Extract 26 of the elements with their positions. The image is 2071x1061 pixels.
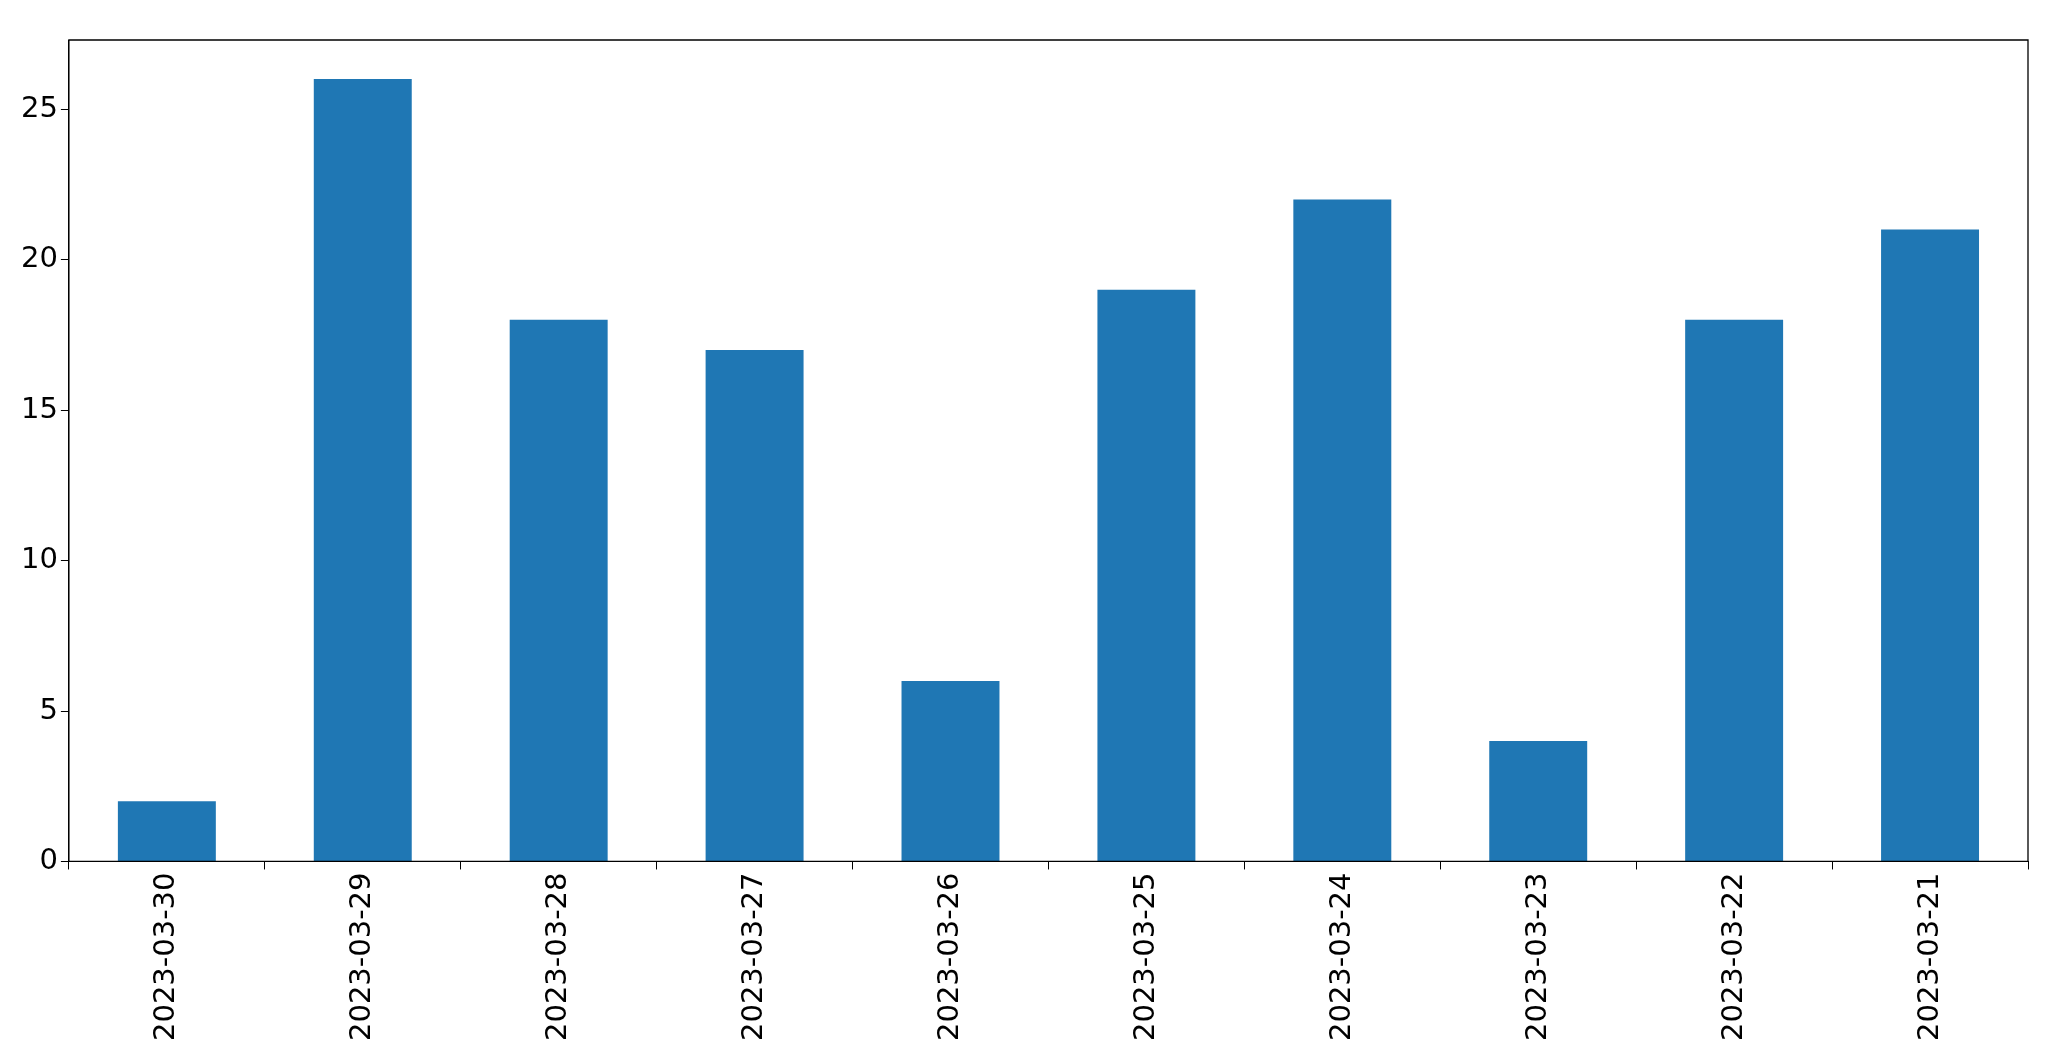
x-tick-label: 2023-03-30 <box>147 872 182 1042</box>
y-tick-label: 15 <box>21 390 58 425</box>
x-tick-label: 2023-03-27 <box>735 872 770 1042</box>
bar <box>313 79 412 861</box>
bar <box>1097 289 1196 861</box>
x-tick-label: 2023-03-29 <box>343 872 378 1042</box>
y-tick-label: 10 <box>21 541 58 576</box>
x-tick-label: 2023-03-26 <box>931 872 966 1042</box>
bar <box>117 801 216 861</box>
bar <box>1293 199 1392 861</box>
bar <box>1881 229 1980 861</box>
y-tick-label: 0 <box>39 842 58 876</box>
x-tick-label: 2023-03-24 <box>1322 872 1357 1042</box>
bar <box>509 319 608 861</box>
y-tick-label: 5 <box>39 691 58 726</box>
x-tick-label: 2023-03-25 <box>1126 872 1161 1042</box>
bar <box>705 349 804 861</box>
bar <box>1489 741 1588 861</box>
bar <box>1685 319 1784 861</box>
bar <box>901 680 1000 861</box>
y-tick-label: 20 <box>21 240 58 275</box>
x-tick-label: 2023-03-22 <box>1714 872 1749 1042</box>
x-tick-label: 2023-03-23 <box>1518 872 1553 1042</box>
y-tick-label: 25 <box>21 89 58 124</box>
x-tick-label: 2023-03-21 <box>1910 872 1945 1042</box>
x-tick-label: 2023-03-28 <box>539 872 574 1042</box>
